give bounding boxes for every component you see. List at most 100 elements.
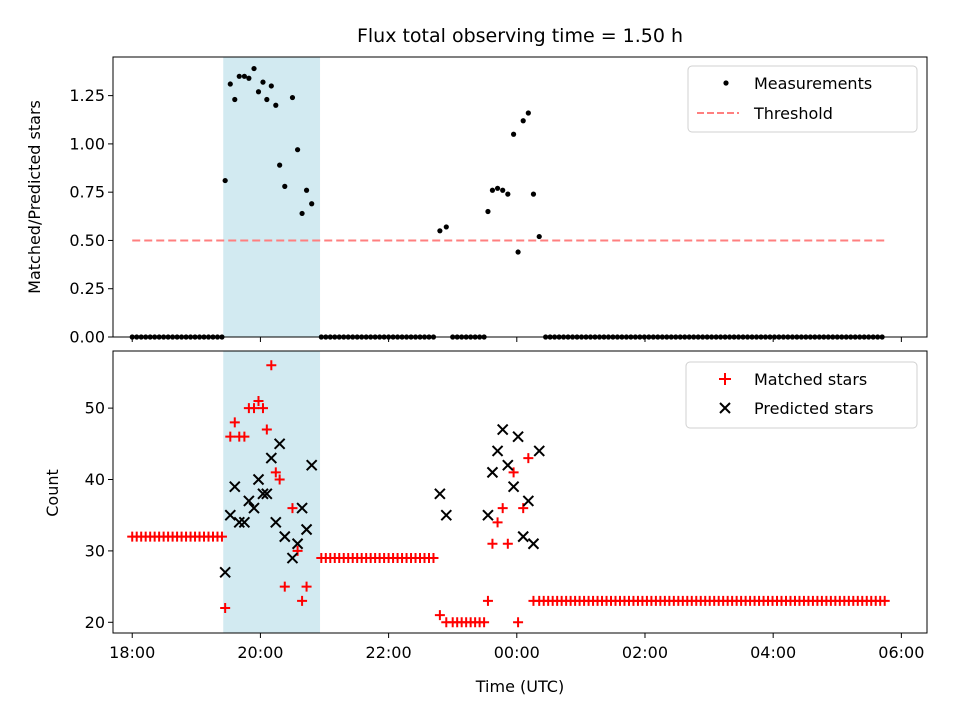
predicted-stars-point bbox=[300, 523, 313, 536]
predicted-stars-point bbox=[229, 480, 241, 493]
matched-stars-point bbox=[434, 610, 445, 621]
measurements-point bbox=[515, 249, 521, 255]
measurements-point bbox=[282, 183, 288, 189]
top-y-tick-label: 0.75 bbox=[69, 183, 105, 202]
measurements-point bbox=[222, 177, 228, 184]
matched-stars-point bbox=[482, 595, 493, 606]
matched-stars-point bbox=[879, 595, 890, 606]
top-plot-frame bbox=[112, 56, 928, 338]
chart-title: Flux total observing time = 1.50 h bbox=[357, 25, 683, 47]
legend-matched-marker bbox=[719, 373, 731, 385]
matched-stars-point bbox=[428, 553, 439, 564]
measurements-point bbox=[485, 208, 491, 215]
top-y-tick-label: 0.00 bbox=[69, 328, 105, 347]
matched-stars-point bbox=[513, 617, 524, 628]
bottom-panel: 20 30 40 50 18:00 20:00 22:00 00:00 02:00 04:00 06… bbox=[85, 350, 928, 662]
predicted-stars-point bbox=[219, 566, 231, 579]
measurements-point bbox=[489, 187, 496, 193]
measurements-point bbox=[268, 83, 274, 89]
matched-stars-point bbox=[216, 531, 227, 542]
measurements-point bbox=[289, 94, 296, 101]
top-legend-box bbox=[687, 65, 918, 133]
matched-stars-point bbox=[270, 467, 281, 478]
predicted-stars-point bbox=[286, 552, 299, 564]
predicted-stars-point bbox=[291, 538, 304, 550]
predicted-stars-point bbox=[440, 509, 452, 521]
top-shaded-region bbox=[223, 57, 321, 337]
measurements-point bbox=[227, 81, 233, 87]
bottom-y-tick-label: 50 bbox=[85, 399, 105, 418]
predicted-stars-point bbox=[270, 516, 282, 529]
top-y-tick-label: 1.00 bbox=[69, 134, 105, 153]
predicted-stars-point bbox=[533, 445, 545, 457]
matched-stars-point bbox=[279, 581, 290, 592]
measurements-point bbox=[494, 185, 501, 191]
predicted-stars-point bbox=[257, 488, 269, 500]
predicted-stars-point bbox=[243, 495, 255, 507]
measurements-point bbox=[520, 118, 526, 124]
measurements-point bbox=[241, 73, 247, 79]
top-y-axis-label: Matched/Predicted stars bbox=[25, 100, 44, 294]
predicted-stars-point bbox=[517, 530, 529, 543]
measurements-point bbox=[505, 191, 511, 197]
matched-stars-point bbox=[502, 538, 513, 549]
bottom-legend-box bbox=[685, 361, 918, 429]
bottom-y-tick-label: 40 bbox=[85, 470, 105, 489]
matched-stars-point bbox=[508, 467, 519, 478]
matched-stars-point bbox=[225, 431, 236, 442]
predicted-stars-point bbox=[224, 509, 237, 521]
x-axis-label: Time (UTC) bbox=[475, 677, 564, 696]
predicted-stars-point bbox=[261, 488, 273, 500]
predicted-stars-point bbox=[527, 538, 540, 550]
predicted-stars-point bbox=[512, 430, 524, 443]
legend-measurements-label: Measurements bbox=[754, 74, 872, 93]
predicted-stars-point bbox=[233, 516, 245, 529]
bottom-legend: Matched stars Predicted stars bbox=[685, 361, 918, 429]
predicted-stars-point bbox=[238, 516, 251, 529]
top-y-tick-label: 1.25 bbox=[69, 86, 105, 105]
measurements-point bbox=[260, 79, 266, 85]
top-y-tick-label: 0.50 bbox=[69, 231, 105, 250]
predicted-stars-point bbox=[279, 530, 291, 543]
measurements-point bbox=[525, 110, 531, 116]
measurements-point bbox=[530, 191, 537, 197]
predicted-stars-point bbox=[265, 452, 278, 464]
measurements-point bbox=[299, 210, 305, 217]
x-tick-label: 02:00 bbox=[622, 643, 668, 662]
top-panel: 0.00 0.25 0.50 0.75 1.00 1.25 bbox=[69, 56, 928, 347]
measurements-point bbox=[500, 187, 506, 193]
matched-stars-point bbox=[287, 503, 298, 514]
measurements-point bbox=[294, 147, 301, 153]
measurements-point bbox=[277, 162, 283, 168]
predicted-stars-point bbox=[434, 488, 446, 500]
x-tick-label: 06:00 bbox=[878, 643, 924, 662]
measurements-point bbox=[437, 228, 443, 234]
measurements-point bbox=[273, 102, 279, 108]
measurements-point bbox=[510, 131, 517, 137]
measurements-point bbox=[251, 65, 257, 72]
legend-predicted-label: Predicted stars bbox=[754, 399, 874, 418]
top-legend: Measurements Threshold bbox=[687, 65, 918, 133]
top-y-tick-label: 0.25 bbox=[69, 279, 105, 298]
legend-measurements-marker bbox=[723, 80, 729, 86]
bottom-y-axis-label: Count bbox=[43, 469, 62, 517]
predicted-stars-point bbox=[502, 459, 514, 471]
matched-stars-point bbox=[266, 360, 277, 371]
measurements-point bbox=[443, 224, 449, 230]
matched-stars-point bbox=[492, 517, 503, 528]
predicted-stars-point bbox=[491, 445, 504, 457]
matched-stars-point bbox=[274, 474, 285, 485]
legend-threshold-label: Threshold bbox=[753, 104, 833, 123]
predicted-stars-point bbox=[522, 495, 535, 507]
matched-stars-point bbox=[261, 424, 272, 435]
predicted-stars-point bbox=[496, 423, 509, 436]
x-tick-label: 04:00 bbox=[750, 643, 796, 662]
predicted-stars-point bbox=[248, 502, 260, 514]
x-tick-label: 18:00 bbox=[109, 643, 155, 662]
matched-stars-point bbox=[297, 595, 308, 606]
x-tick-label: 00:00 bbox=[494, 643, 540, 662]
matched-stars-point bbox=[239, 431, 250, 442]
bottom-y-tick-label: 30 bbox=[85, 541, 105, 560]
predicted-stars-point bbox=[482, 509, 494, 521]
